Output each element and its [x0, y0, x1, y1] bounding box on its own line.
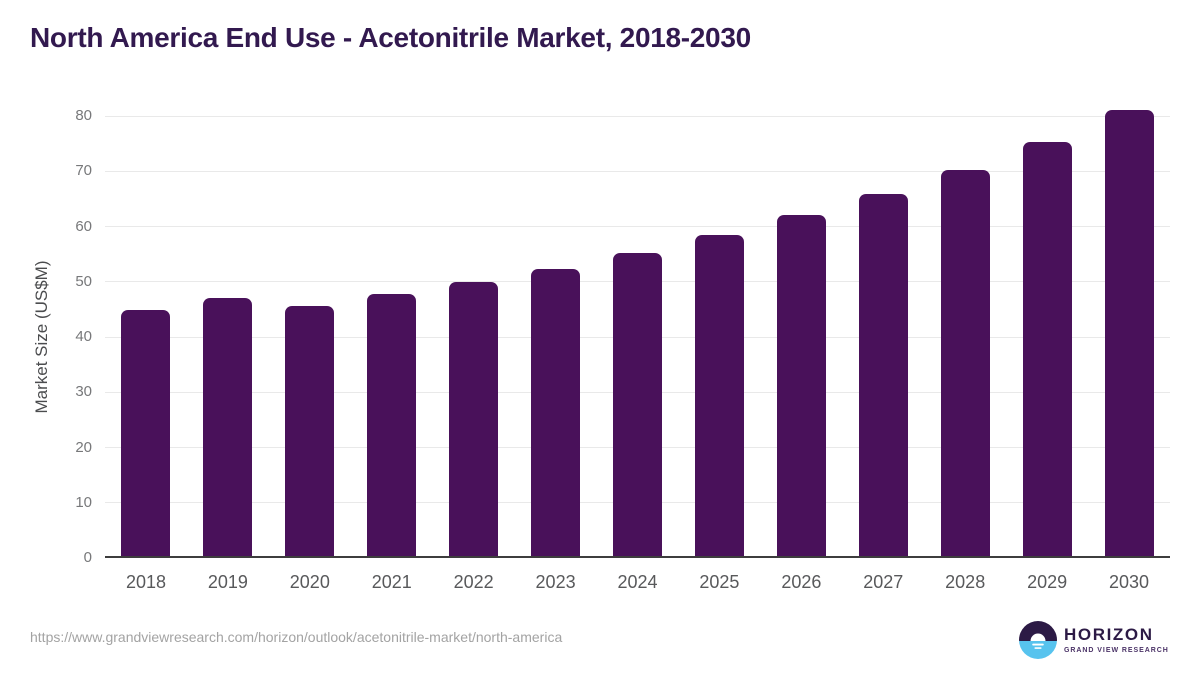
horizon-logo: HORIZON GRAND VIEW RESEARCH — [1019, 621, 1169, 659]
x-tick-labels: 2018 2019 2020 2021 2022 2023 2024 2025 2026 2027… — [105, 570, 1170, 594]
y-tick-label: 30 — [75, 383, 92, 401]
bar-slot — [105, 116, 187, 558]
y-tick-label: 0 — [83, 549, 92, 566]
gridline — [105, 170, 1170, 172]
x-tick-label: 2030 — [1109, 572, 1150, 592]
bar-slot — [515, 116, 597, 558]
bar-slot — [187, 116, 269, 558]
y-tick-label: 60 — [75, 217, 92, 235]
x-tick-label: 2019 — [207, 572, 248, 592]
bar-2027 — [858, 193, 908, 558]
bar-2019 — [203, 298, 253, 558]
x-tick-label: 2026 — [781, 572, 822, 592]
y-tick-label: 10 — [75, 493, 92, 511]
bar-series — [105, 110, 1170, 558]
bar-2022 — [449, 281, 499, 558]
y-tick-label: 80 — [75, 107, 92, 124]
bar-slot — [1088, 110, 1170, 558]
bar-2018 — [121, 309, 171, 558]
source-url: https://www.grandviewresearch.com/horizo… — [30, 629, 563, 645]
logo-text: HORIZON GRAND VIEW RESEARCH — [1064, 624, 1169, 655]
y-tick-label: 20 — [75, 438, 92, 456]
bar-slot — [760, 116, 842, 558]
x-tick-label: 2021 — [371, 572, 412, 592]
bar-slot — [842, 116, 924, 558]
x-tick-label: 2018 — [125, 572, 166, 592]
x-tick-label: 2022 — [453, 572, 494, 592]
plot-area — [105, 110, 1170, 558]
bar-slot — [678, 116, 760, 558]
bar-slot — [269, 116, 351, 558]
bar-2026 — [776, 215, 826, 558]
bar-2028 — [940, 169, 990, 558]
bar-slot — [924, 116, 1006, 558]
x-tick-label: 2024 — [617, 572, 658, 592]
bar-2023 — [531, 268, 581, 558]
chart-title: North America End Use - Acetonitrile Mar… — [30, 22, 751, 53]
bar-2029 — [1022, 141, 1072, 558]
bar-2030 — [1104, 110, 1154, 558]
y-tick-label: 70 — [75, 162, 92, 180]
bar-slot — [597, 116, 679, 558]
logo-name: HORIZON — [1064, 624, 1154, 644]
x-tick-label: 2023 — [535, 572, 576, 592]
x-axis-line — [105, 556, 1170, 558]
y-tick-label: 40 — [75, 328, 92, 345]
x-tick-label: 2027 — [863, 572, 904, 592]
horizon-sun-icon — [1019, 621, 1057, 659]
bar-slot — [1006, 116, 1088, 558]
x-tick-label: 2025 — [699, 572, 740, 592]
gridline — [105, 115, 1170, 117]
bar-slot — [433, 116, 515, 558]
logo-subtitle: GRAND VIEW RESEARCH — [1064, 646, 1169, 654]
x-tick-label: 2029 — [1027, 572, 1068, 592]
bar-slot — [351, 116, 433, 558]
bar-2021 — [367, 293, 417, 558]
bar-2020 — [285, 306, 335, 558]
x-tick-label: 2028 — [945, 572, 986, 592]
bar-2025 — [694, 234, 744, 558]
gridline — [105, 226, 1170, 227]
y-tick-label: 50 — [75, 272, 92, 290]
x-tick-label: 2020 — [289, 572, 330, 592]
bar-2024 — [612, 253, 662, 558]
